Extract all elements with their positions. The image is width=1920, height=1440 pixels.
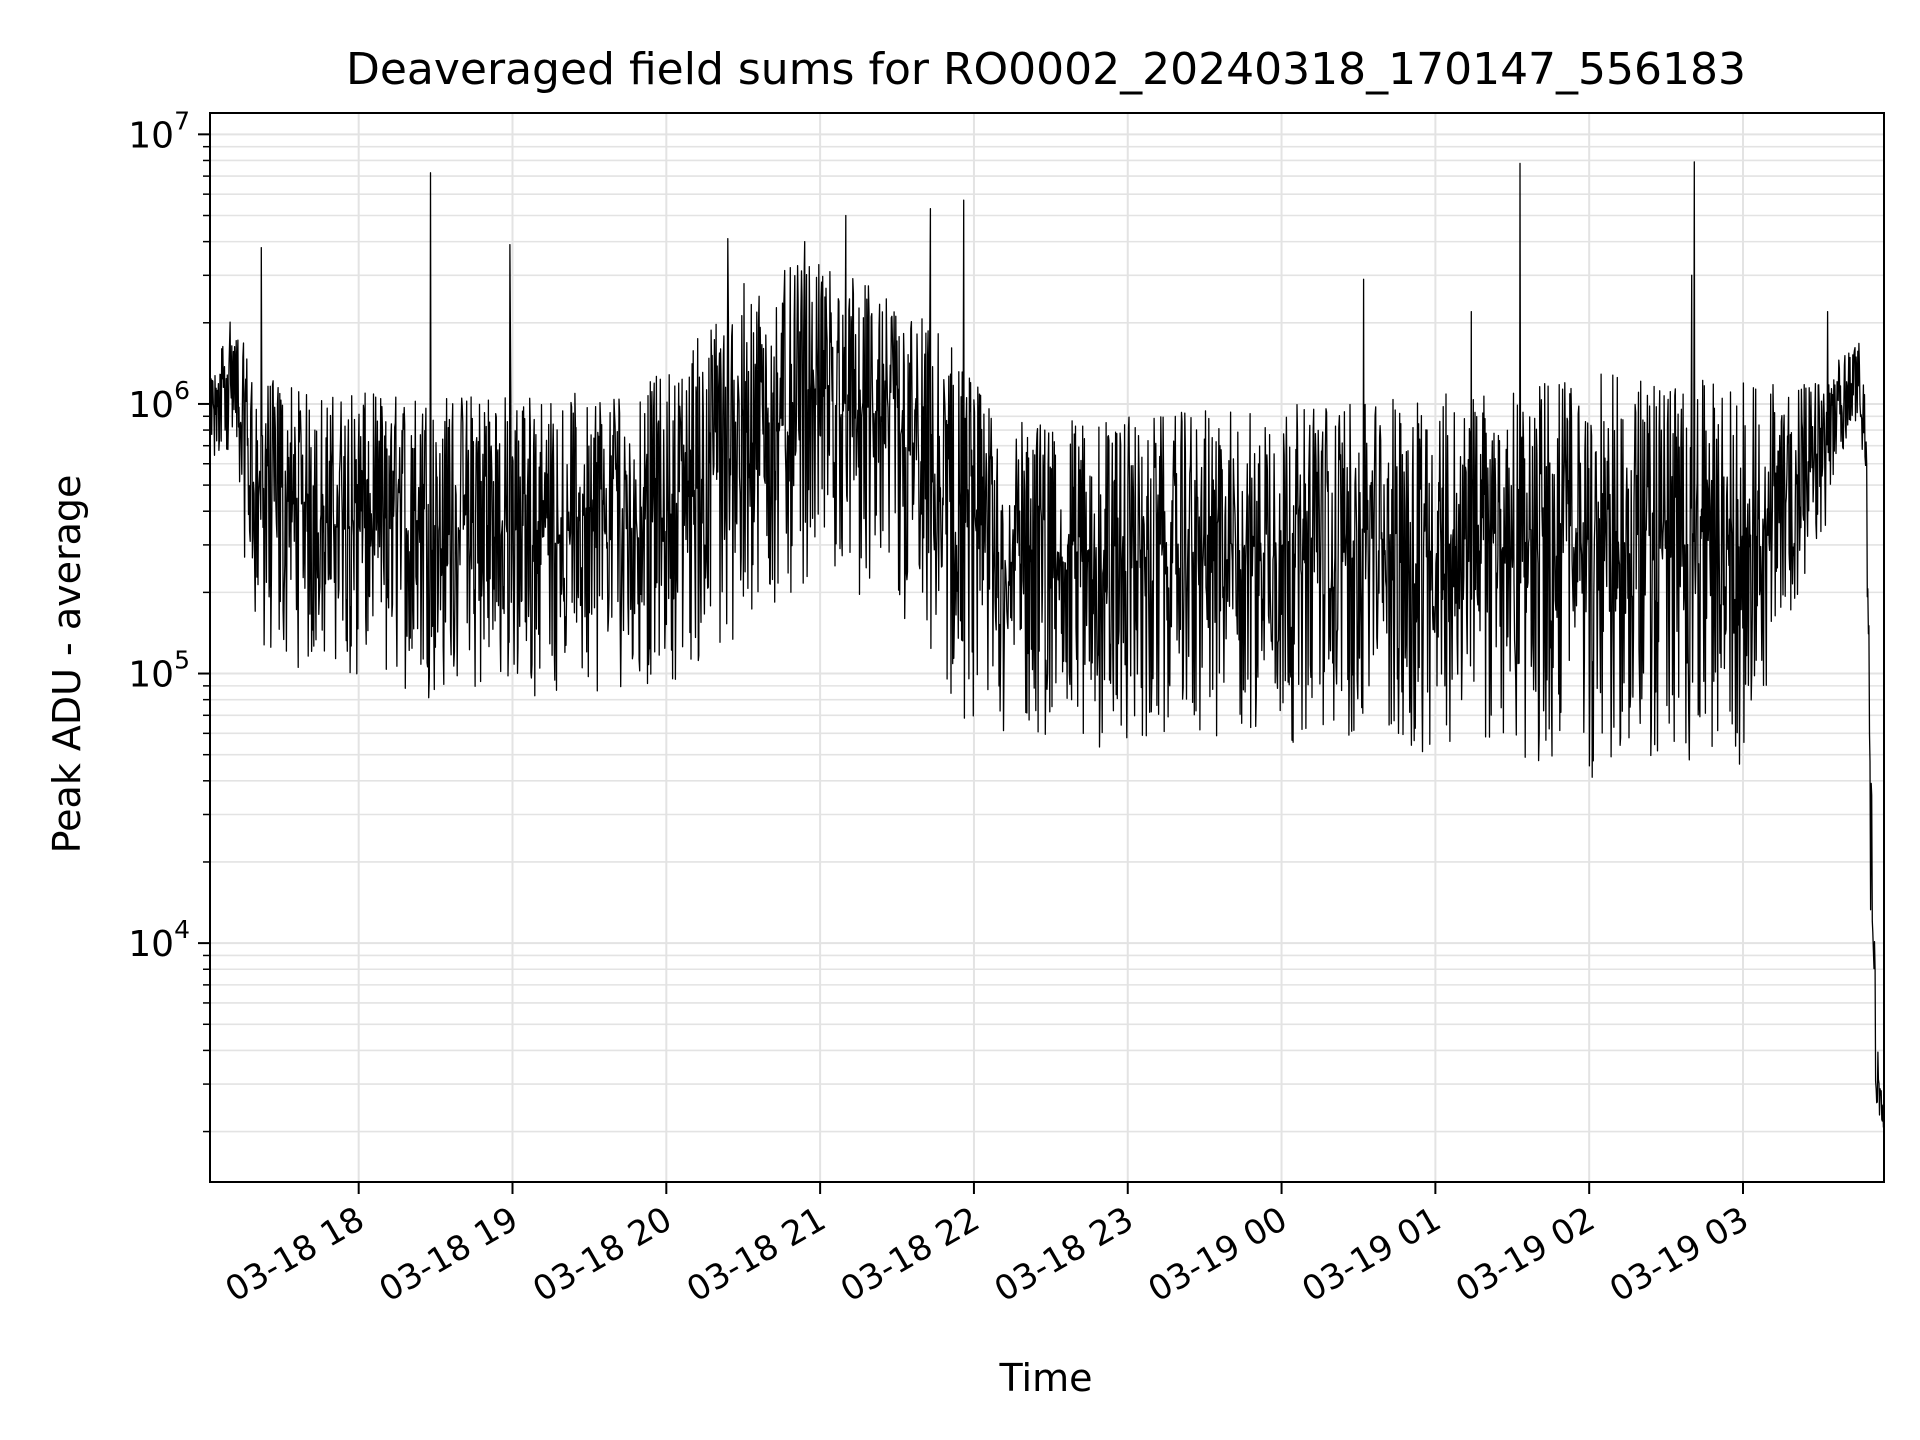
chart-title: Deaveraged field sums for RO0002_2024031…	[346, 44, 1746, 95]
y-tick-label: 107	[128, 106, 190, 156]
plot-frame	[209, 112, 1885, 1183]
series-line	[209, 161, 1885, 1128]
plot-area	[209, 161, 1885, 1128]
y-axis-label: Peak ADU - average	[45, 475, 89, 854]
y-tick-label: 104	[128, 915, 190, 965]
y-axis: 104 105 106 107	[128, 106, 210, 1133]
x-axis-label: Time	[999, 1356, 1093, 1400]
y-tick-label: 105	[128, 646, 190, 696]
y-tick-label: 106	[128, 376, 190, 426]
